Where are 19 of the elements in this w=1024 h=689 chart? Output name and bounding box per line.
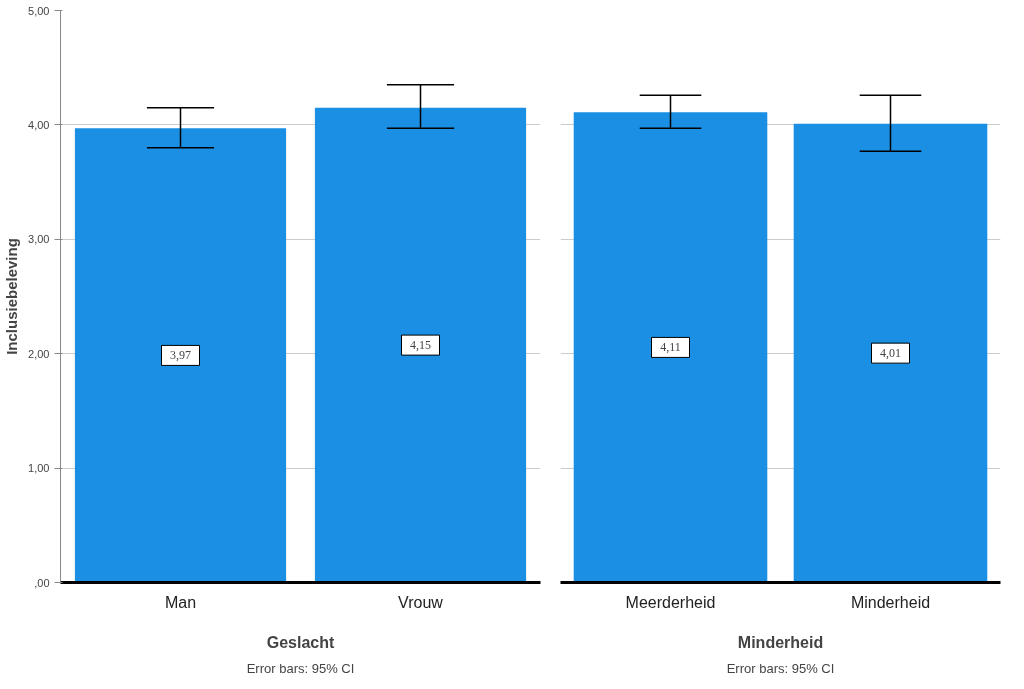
y-tick-label: 3,00 [28,233,50,246]
x-tick-label: Vrouw [398,593,444,611]
x-axis-title: Minderheid [737,633,824,651]
text: Error bars: 95% CI [246,660,355,676]
y-tick-label: 5,00 [28,4,50,17]
x-tick-label: Minderheid [850,593,931,611]
y-tick-label: 2,00 [28,347,50,360]
data-label: 3,97 [170,348,191,363]
x-tick-label: Man [164,593,197,611]
text: Error bars: 95% CI [726,660,835,676]
data-label: 4,11 [660,340,681,355]
y-axis-title: Inclusiebeleving [3,238,21,355]
y-tick-label: 1,00 [28,462,50,475]
x-axis-title: Geslacht [266,633,335,651]
data-label: 4,15 [410,338,431,353]
x-tick-label: Meerderheid [625,593,716,611]
data-label: 4,01 [880,346,901,361]
y-tick-label: ,00 [34,576,50,589]
y-tick-label: 4,00 [28,118,50,131]
